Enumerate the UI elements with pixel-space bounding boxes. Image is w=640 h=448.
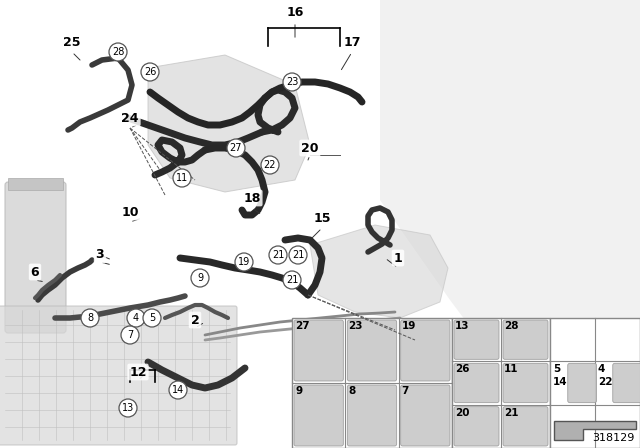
Text: 26: 26: [455, 364, 470, 375]
Polygon shape: [554, 421, 636, 440]
Text: 10: 10: [121, 206, 139, 219]
FancyBboxPatch shape: [454, 407, 499, 446]
Text: 20: 20: [301, 142, 319, 155]
Polygon shape: [310, 225, 448, 318]
FancyBboxPatch shape: [568, 363, 596, 403]
FancyBboxPatch shape: [0, 306, 237, 445]
Polygon shape: [380, 0, 640, 380]
Text: 4: 4: [133, 313, 139, 323]
Circle shape: [227, 139, 245, 157]
Text: 20: 20: [455, 408, 470, 418]
Text: 8: 8: [348, 386, 356, 396]
Text: 5: 5: [149, 313, 155, 323]
Text: 9: 9: [295, 386, 302, 396]
Bar: [292, 318, 452, 448]
Circle shape: [283, 271, 301, 289]
FancyBboxPatch shape: [454, 320, 499, 359]
Text: 13: 13: [122, 403, 134, 413]
Circle shape: [235, 253, 253, 271]
Text: 11: 11: [504, 364, 518, 375]
Text: 19: 19: [238, 257, 250, 267]
Circle shape: [141, 63, 159, 81]
Text: 16: 16: [286, 5, 304, 18]
Text: 23: 23: [286, 77, 298, 87]
FancyBboxPatch shape: [612, 363, 640, 403]
Text: 21: 21: [504, 408, 518, 418]
FancyBboxPatch shape: [503, 320, 548, 359]
FancyBboxPatch shape: [503, 363, 548, 403]
FancyBboxPatch shape: [401, 320, 450, 381]
FancyBboxPatch shape: [294, 320, 343, 381]
Circle shape: [289, 246, 307, 264]
Text: 21: 21: [292, 250, 304, 260]
FancyBboxPatch shape: [401, 385, 450, 446]
Text: 318129: 318129: [593, 433, 635, 443]
Text: 8: 8: [87, 313, 93, 323]
Circle shape: [169, 381, 187, 399]
Circle shape: [283, 73, 301, 91]
Text: 17: 17: [343, 35, 361, 48]
Text: 21: 21: [272, 250, 284, 260]
Circle shape: [261, 156, 279, 174]
Text: 23: 23: [348, 321, 363, 331]
Text: 28: 28: [112, 47, 124, 57]
Circle shape: [173, 169, 191, 187]
Text: 28: 28: [504, 321, 518, 331]
Text: 18: 18: [243, 191, 260, 204]
Text: 4
22: 4 22: [598, 364, 612, 387]
Circle shape: [119, 399, 137, 417]
Bar: [550, 318, 640, 448]
FancyBboxPatch shape: [294, 385, 343, 446]
FancyBboxPatch shape: [5, 182, 66, 333]
Text: 19: 19: [402, 321, 416, 331]
Circle shape: [143, 309, 161, 327]
Text: 9: 9: [197, 273, 203, 283]
Text: 5
14: 5 14: [553, 364, 568, 387]
FancyBboxPatch shape: [454, 363, 499, 403]
Circle shape: [81, 309, 99, 327]
Text: 7: 7: [402, 386, 409, 396]
FancyBboxPatch shape: [348, 320, 397, 381]
Circle shape: [121, 326, 139, 344]
Text: 25: 25: [63, 35, 81, 48]
FancyBboxPatch shape: [348, 385, 397, 446]
Text: 13: 13: [455, 321, 470, 331]
Text: 15: 15: [313, 211, 331, 224]
Text: 21: 21: [286, 275, 298, 285]
FancyBboxPatch shape: [503, 407, 548, 446]
Text: 24: 24: [121, 112, 139, 125]
Text: 1: 1: [394, 251, 403, 264]
Polygon shape: [148, 55, 310, 192]
Text: 7: 7: [127, 330, 133, 340]
Text: 12: 12: [129, 366, 147, 379]
Text: 14: 14: [172, 385, 184, 395]
Bar: [452, 318, 550, 448]
Text: 2: 2: [191, 314, 200, 327]
Circle shape: [109, 43, 127, 61]
Text: 22: 22: [264, 160, 276, 170]
Text: 11: 11: [176, 173, 188, 183]
Text: 26: 26: [144, 67, 156, 77]
Circle shape: [127, 309, 145, 327]
Bar: [8, 178, 63, 190]
Circle shape: [269, 246, 287, 264]
Text: 6: 6: [31, 266, 39, 279]
Text: 27: 27: [230, 143, 243, 153]
Circle shape: [191, 269, 209, 287]
Text: 3: 3: [96, 249, 104, 262]
Text: 27: 27: [295, 321, 310, 331]
